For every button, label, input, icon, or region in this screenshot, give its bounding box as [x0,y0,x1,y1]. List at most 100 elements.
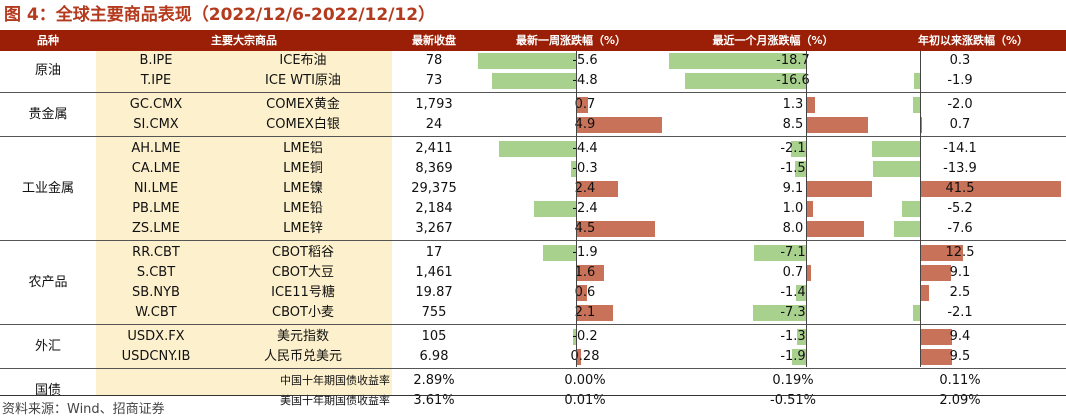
table-bottom-rule [0,395,1066,396]
week-change-bar [542,245,576,261]
table-row: S.CBT CBOT大豆 1,461 1.6 0.7 9.1 [0,263,1066,283]
latest-close-value: 2,411 [415,141,453,156]
table-row: SI.CMX COMEX白银 24 4.9 8.5 0.7 [0,115,1066,135]
ytd-change-label: 9.1 [949,265,971,280]
ytd-change-label: 0.3 [949,53,971,68]
bond-name: 中国十年期国债收益率 [280,374,390,387]
month-change-label: -0.51% [770,393,816,408]
week-change-label: -4.4 [572,141,598,156]
ytd-change-label: 2.5 [949,285,971,300]
table-row: AH.LME LME铝 2,411 -4.4 -2.1 -14.1 [0,139,1066,159]
category-divider [0,136,1066,137]
month-change-label: -1.3 [780,329,806,344]
commodity-name: CBOT稻谷 [272,245,334,260]
week-change-label: 2.4 [574,181,596,196]
commodity-code: W.CBT [135,305,177,320]
ytd-zero-axis [920,51,921,367]
ytd-change-bar [920,329,952,345]
latest-close-value: 78 [425,53,443,68]
table-row: GC.CMX COMEX黄金 1,793 0.7 1.3 -2.0 [0,95,1066,115]
table-row: ZS.LME LME锌 3,267 4.5 8.0 -7.6 [0,219,1066,239]
ytd-change-bar [872,161,920,177]
month-change-bar [754,245,806,261]
header-ytd-change: 年初以来涨跌幅（%） [917,34,1029,47]
ytd-change-label: 2.09% [939,393,981,408]
ytd-change-bar [913,97,920,113]
latest-close-value: 6.98 [419,349,449,364]
header-latest-close: 最新收盘 [412,34,456,47]
ytd-change-label: -7.6 [947,221,973,236]
month-change-label: -16.6 [776,73,810,88]
week-change-bar [499,141,576,157]
table-row: B.IPE ICE布油 78 -5.6 -18.7 0.3 [0,51,1066,71]
month-change-bar [806,97,816,113]
category-label: 农产品 [28,275,68,290]
week-change-label: -4.8 [572,73,598,88]
week-change-label: 2.1 [574,305,596,320]
commodity-code: CA.LME [131,161,181,176]
ytd-change-bar [920,181,1062,197]
week-change-bar [576,349,581,365]
week-change-label: 0.7 [574,97,596,112]
month-change-bar [792,349,806,365]
month-change-label: -2.1 [780,141,806,156]
week-change-label: 1.6 [574,265,596,280]
commodity-code: GC.CMX [129,97,183,112]
latest-close-value: 2.89% [413,373,455,388]
month-change-bar [795,161,806,177]
week-change-bar [576,117,662,133]
month-change-label: -1.9 [780,349,806,364]
table-row: USDX.FX 美元指数 105 -0.2 -1.3 9.4 [0,327,1066,347]
month-change-bar [806,181,873,197]
latest-close-value: 8,369 [415,161,453,176]
month-change-label: -1.4 [780,285,806,300]
category-divider [0,368,1066,369]
ytd-change-label: 41.5 [945,181,975,196]
week-change-bar [534,201,576,217]
week-change-bar [576,181,618,197]
commodity-code: SB.NYB [132,285,180,300]
week-change-bar [576,305,613,321]
latest-close-value: 1,793 [415,97,453,112]
month-change-bar [806,265,812,281]
category-label: 贵金属 [28,107,68,122]
table-header: 品种 主要大宗商品 最新收盘 最新一周涨跌幅（%） 最近一个月涨跌幅（%） 年初… [0,30,1066,51]
month-change-label: -7.3 [780,305,806,320]
commodity-code: NI.LME [133,181,179,196]
week-change-label: -0.2 [572,329,598,344]
ytd-change-label: 0.11% [939,373,981,388]
bond-name: 美国十年期国债收益率 [280,394,390,407]
week-change-label: -0.3 [572,161,598,176]
commodity-name: ICE WTI原油 [265,73,341,88]
ytd-change-label: 9.4 [949,329,971,344]
table-row: CA.LME LME铜 8,369 -0.3 -1.5 -13.9 [0,159,1066,179]
commodity-code: USDX.FX [127,329,185,344]
table-row: 美国十年期国债收益率 3.61% 0.01% -0.51% 2.09% [0,391,1066,411]
table-row: NI.LME LME镍 29,375 2.4 9.1 41.5 [0,179,1066,199]
month-change-label: -18.7 [776,53,810,68]
week-change-bar [570,161,576,177]
commodity-code: T.IPE [140,73,172,88]
commodity-name: ICE11号糖 [271,285,335,300]
latest-close-value: 755 [421,305,447,320]
week-change-label: -2.4 [572,201,598,216]
highlight-column-background [96,51,392,396]
week-change-label: 0.01% [564,393,606,408]
latest-close-value: 17 [425,245,443,260]
commodity-code: B.IPE [139,53,173,68]
week-change-bar [478,53,576,69]
month-change-label: 8.5 [782,117,804,132]
week-change-bar [572,329,576,345]
commodity-code: S.CBT [136,265,176,280]
ytd-change-label: -2.0 [947,97,973,112]
table-row: T.IPE ICE WTI原油 73 -4.8 -16.6 -1.9 [0,71,1066,91]
month-change-label: 9.1 [782,181,804,196]
week-change-bar [576,285,587,301]
commodity-code: USDCNY.IB [121,349,191,364]
month-change-label: -1.5 [780,161,806,176]
week-change-label: -1.9 [572,245,598,260]
month-change-label: -7.1 [780,245,806,260]
ytd-change-label: 0.7 [949,117,971,132]
category-divider [0,324,1066,325]
latest-close-value: 24 [425,117,443,132]
